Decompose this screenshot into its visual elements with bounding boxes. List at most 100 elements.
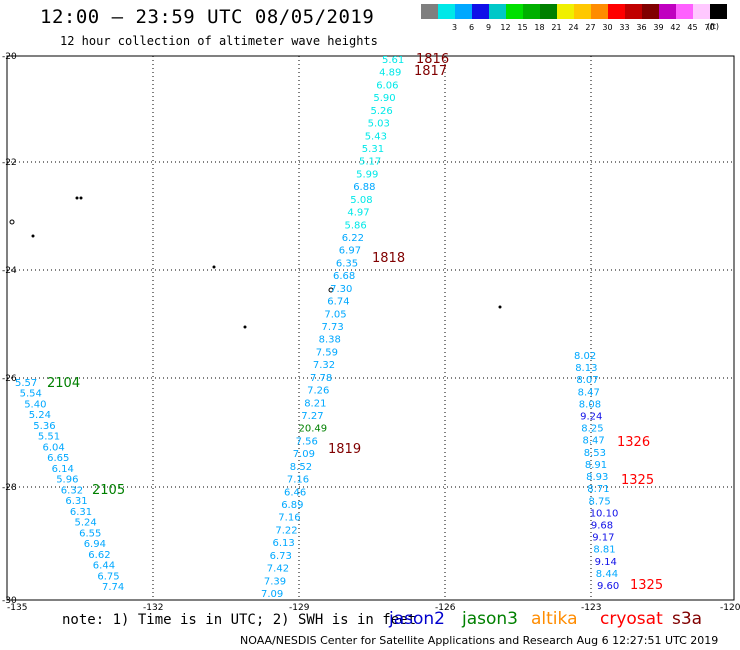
altimeter-track-a: 5.61 4.896.06 5.90 5.26 5.035.43 5.31 5.175.99…: [261, 55, 404, 600]
satellite-name-cryosat: cryosat: [600, 609, 663, 629]
longitude-label: -123: [581, 603, 601, 613]
legend-swatch: [438, 4, 455, 19]
wave-height-value: 7.22: [275, 525, 297, 536]
legend-tick-label: 12: [500, 23, 511, 32]
wave-height-value: 5.17: [359, 157, 381, 168]
legend-tick-label: 45: [687, 23, 698, 32]
satellite-name-s3a: s3a: [672, 609, 703, 629]
legend-tick-label: 15: [517, 23, 528, 32]
pass-number-label: 1818: [372, 251, 405, 266]
wave-height-value: 7.09: [261, 589, 283, 600]
wave-height-value: 6.44: [93, 561, 115, 572]
wave-height-value: 6.46: [284, 487, 306, 498]
wave-height-value: 7.39: [264, 576, 286, 587]
wave-height-value: 6.65: [47, 453, 69, 464]
pass-number-label: 1325: [630, 578, 663, 593]
legend-tick-label: 42: [670, 23, 681, 32]
wave-height-value: 8.47: [578, 387, 600, 398]
island-marker: [31, 234, 35, 238]
map-title: 12:00 – 23:59 UTC 08/05/2019: [40, 6, 375, 28]
wave-height-value: 9.68: [591, 521, 613, 532]
latitude-label: -24: [2, 266, 17, 276]
wave-height-value: 6.74: [327, 297, 349, 308]
longitude-label: -132: [143, 603, 163, 613]
wave-height-value: 8.91: [585, 460, 607, 471]
pass-number-label: 1326: [617, 435, 650, 450]
wave-height-value: 9.17: [592, 533, 614, 544]
wave-height-value: 5.57: [15, 378, 37, 389]
wave-height-value: 10.10: [590, 508, 619, 519]
legend-swatch: [557, 4, 574, 19]
wave-height-value: 7.78: [310, 373, 332, 384]
wave-height-value: 6.97: [339, 246, 361, 257]
longitude-label: -129: [289, 603, 310, 613]
wave-height-value: 6.62: [88, 550, 110, 561]
wave-height-value: 8.47: [583, 436, 605, 447]
wave-height-value: 4.97: [347, 208, 369, 219]
wave-height-value: 8.02: [574, 351, 596, 362]
wave-height-value: 6.75: [97, 571, 119, 582]
wave-height-value: 9.60: [597, 581, 619, 592]
island-marker: [498, 305, 502, 309]
wave-height-value: 5.51: [38, 432, 60, 443]
wave-height-value: 9.14: [595, 557, 617, 568]
wave-height-value: 6.14: [52, 464, 74, 475]
wave-height-value: 5.36: [33, 421, 55, 432]
wave-height-value: 7.32: [313, 360, 335, 371]
pass-number-label: 1325: [621, 473, 654, 488]
wave-height-value: 8.25: [581, 424, 603, 435]
pass-number-label: 1816: [416, 52, 449, 67]
pass-number-label: 2105: [92, 483, 125, 498]
island-marker: [212, 265, 216, 269]
wave-height-value: 5.31: [362, 144, 384, 155]
wave-height-value: 7.27: [301, 411, 323, 422]
satellite-name-altika: altika: [531, 609, 578, 629]
wave-height-value: 5.24: [75, 518, 97, 529]
wave-height-value: 6.55: [79, 528, 101, 539]
island-marker: [75, 196, 79, 200]
legend-swatch: [523, 4, 540, 19]
legend-swatch: [608, 4, 625, 19]
wave-height-value: 6.04: [43, 442, 65, 453]
legend-unit-label: (ft): [707, 22, 720, 31]
wave-height-value: 5.61: [382, 55, 404, 66]
wave-height-value: 5.08: [350, 195, 372, 206]
wave-height-value: 7.26: [307, 386, 329, 397]
legend-tick-label: 24: [568, 23, 579, 32]
wave-height-value: 5.99: [356, 169, 378, 180]
wave-height-value: 6.31: [65, 496, 87, 507]
legend-swatch: [642, 4, 659, 19]
wave-height-value: 6.32: [61, 485, 83, 496]
island-marker: [328, 287, 334, 293]
wave-height-value: 5.96: [56, 475, 78, 486]
pass-number-label: 2104: [47, 376, 80, 391]
latitude-label: -30: [2, 596, 17, 606]
legend-tick-label: 30: [602, 23, 613, 32]
wave-height-value: 6.31: [70, 507, 92, 518]
islands: [9, 196, 502, 329]
wave-height-value: 5.54: [20, 389, 42, 400]
map-subtitle: 12 hour collection of altimeter wave hei…: [60, 34, 378, 48]
legend-swatch: [540, 4, 557, 19]
wave-height-value: 5.03: [368, 119, 390, 130]
wave-height-value: 8.08: [579, 399, 601, 410]
wave-height-value: 8.13: [575, 363, 597, 374]
legend-swatch: [693, 4, 710, 19]
axis-labels: -135 -132 -129 -126 -123 -120 -20 -22 -24 -26 -28 -…: [2, 52, 740, 613]
wave-height-value: 20.49: [299, 424, 328, 435]
legend-tick-label: 36: [636, 23, 647, 32]
wave-height-value: 8.75: [589, 496, 611, 507]
latitude-label: -20: [2, 52, 17, 62]
satellite-name-jason2: jason2: [389, 609, 445, 629]
lat-lon-grid: [7, 56, 734, 600]
legend-tick-label: 70: [704, 23, 715, 32]
wave-height-value: 6.22: [342, 233, 364, 244]
island-marker: [9, 219, 15, 225]
island-marker: [79, 196, 83, 200]
legend-swatch: [659, 4, 676, 19]
island-marker: [243, 325, 247, 329]
wave-height-value: 6.13: [273, 538, 295, 549]
longitude-label: -135: [7, 603, 27, 613]
wave-height-value: 5.40: [24, 400, 46, 411]
satellite-name-jason3: jason3: [462, 609, 518, 629]
